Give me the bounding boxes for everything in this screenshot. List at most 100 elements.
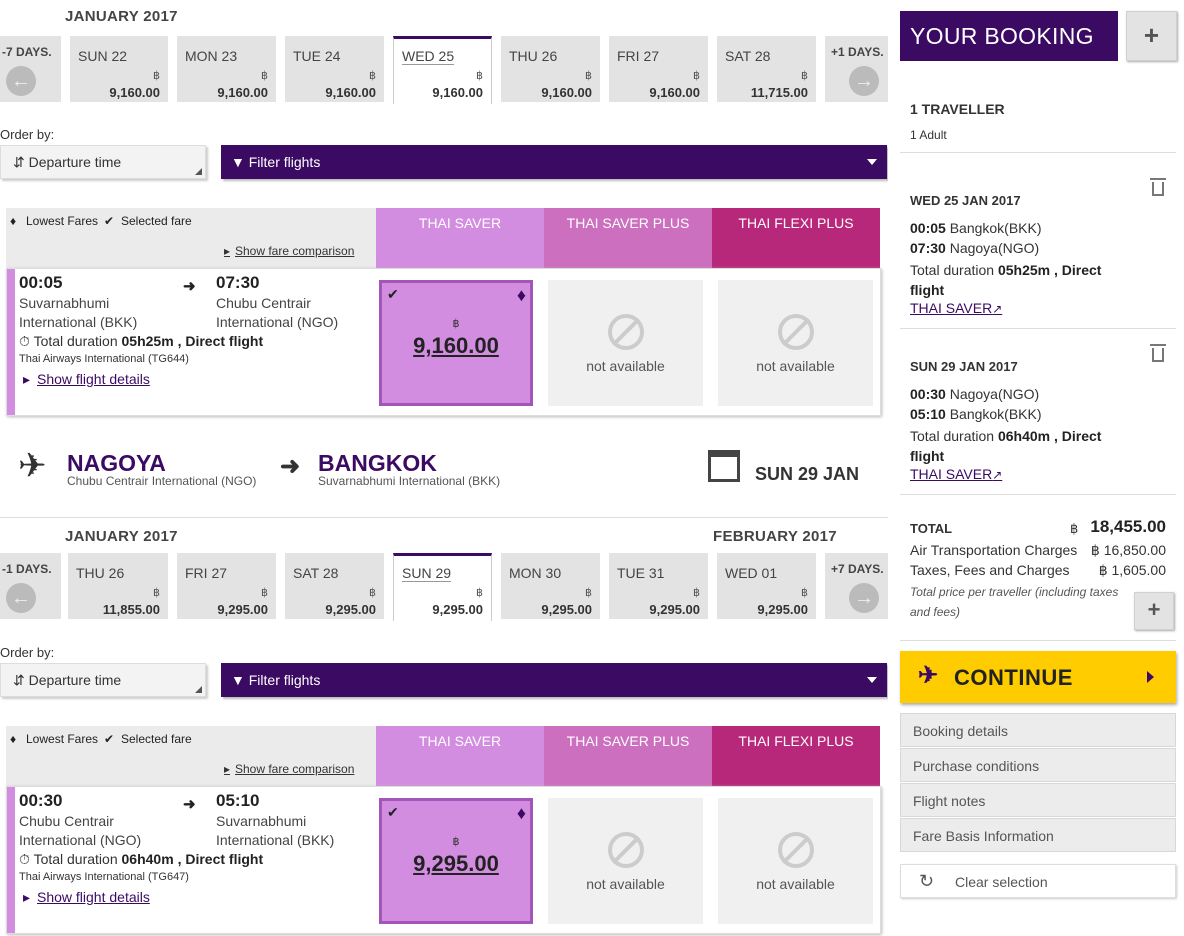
purchase-conditions-button[interactable]: Purchase conditions	[900, 748, 1176, 782]
date-tab-selected[interactable]: SUN 29 ฿ 9,295.00	[393, 553, 492, 621]
date-tab[interactable]: SAT 28 ฿ 9,295.00	[285, 553, 384, 619]
origin-airport: Chubu Centrair International (NGO)	[67, 474, 257, 488]
fare-header-flexi-plus: THAI FLEXI PLUS	[712, 208, 880, 268]
divider	[900, 328, 1176, 329]
prev-days-button[interactable]: -7 DAYS. ←	[0, 36, 61, 102]
refresh-icon: ↻	[919, 871, 935, 891]
departure-time: 00:05	[19, 273, 63, 292]
next-days-button[interactable]: +7 DAYS. →	[825, 553, 888, 619]
date-tab[interactable]: THU 26 ฿ 11,855.00	[68, 553, 168, 619]
fare-header-saver-plus: THAI SAVER PLUS	[544, 208, 712, 268]
caret-right-icon: ▸	[224, 762, 231, 776]
divider	[900, 152, 1176, 153]
date-label: SAT 28	[293, 565, 339, 581]
departure-airport: Suvarnabhumi International (BKK)	[19, 295, 138, 330]
air-charges-label: Air Transportation Charges	[910, 542, 1078, 558]
caret-right-icon: ▸	[23, 371, 31, 387]
filter-flights-button[interactable]: ▼ Filter flights	[221, 663, 887, 697]
destination-airport: Suvarnabhumi International (BKK)	[318, 474, 501, 488]
resize-grip-icon	[195, 168, 202, 175]
date-price: 9,295.00	[649, 602, 700, 617]
divider	[900, 640, 1176, 641]
date-price: 11,855.00	[102, 602, 160, 617]
trash-icon[interactable]	[1150, 178, 1166, 196]
sort-select[interactable]: ⇵ Departure time	[0, 663, 206, 697]
currency-symbol: ฿	[801, 587, 808, 599]
sort-value: Departure time	[28, 672, 122, 688]
show-fare-comparison-link[interactable]: Show fare comparison	[235, 244, 355, 258]
leg-duration: Total duration 05h25m , Direct flight	[910, 262, 1102, 298]
date-tab[interactable]: THU 26 ฿ 9,160.00	[501, 36, 600, 102]
date-label: WED 01	[725, 565, 778, 581]
filter-icon: ▼	[231, 672, 245, 688]
date-strip-outbound: -7 DAYS. ← SUN 22 ฿ 9,160.00 MON 23 ฿ 9,160.…	[0, 36, 888, 104]
arrow-left-icon: ←	[6, 66, 36, 96]
booking-title: YOUR BOOKING	[900, 11, 1118, 61]
date-price: 9,160.00	[649, 85, 700, 100]
currency-symbol: ฿	[153, 70, 160, 82]
price-details-button[interactable]: +	[1134, 592, 1174, 630]
tag-icon: ♦	[516, 803, 526, 823]
filter-flights-button[interactable]: ▼ Filter flights	[221, 145, 887, 179]
show-flight-details-link[interactable]: Show flight details	[37, 371, 150, 387]
fare-link[interactable]: THAI SAVER↗	[910, 466, 1003, 482]
chevron-down-icon	[867, 159, 877, 165]
sort-arrows-icon: ⇵	[13, 154, 25, 170]
continue-button[interactable]: ✈ CONTINUE	[900, 651, 1176, 703]
fare-link[interactable]: THAI SAVER↗	[910, 300, 1003, 316]
date-tab[interactable]: FRI 27 ฿ 9,295.00	[177, 553, 276, 619]
trash-icon[interactable]	[1150, 344, 1166, 362]
airline-name: Thai Airways International (TG647)	[19, 871, 189, 883]
date-tab[interactable]: MON 23 ฿ 9,160.00	[177, 36, 276, 102]
leg-departure: 00:30 Nagoya(NGO)	[910, 386, 1040, 402]
fare-option-unavailable: not available	[718, 280, 873, 406]
flight-card: 00:05 Suvarnabhumi International (BKK) ➜ …	[6, 268, 881, 416]
date-tab[interactable]: TUE 24 ฿ 9,160.00	[285, 36, 384, 102]
arrival-airport: Suvarnabhumi International (BKK)	[216, 813, 335, 848]
external-link-icon: ↗	[992, 468, 1003, 482]
date-tab[interactable]: WED 01 ฿ 9,295.00	[717, 553, 816, 619]
currency-symbol: ฿	[153, 587, 160, 599]
legend-lowest: Lowest Fares	[26, 732, 99, 746]
date-tab[interactable]: TUE 31 ฿ 9,295.00	[609, 553, 708, 619]
date-price: 9,295.00	[757, 602, 808, 617]
leg-arrival: 05:10 Bangkok(BKK)	[910, 406, 1042, 422]
next-days-button[interactable]: +1 DAYS. →	[825, 36, 888, 102]
not-available-label: not available	[586, 876, 665, 892]
tag-icon: ♦	[516, 285, 526, 305]
date-label: SAT 28	[725, 48, 771, 64]
expand-booking-button[interactable]: +	[1126, 11, 1177, 61]
fare-option-selected[interactable]: ✔ ♦ ฿ 9,295.00	[379, 798, 533, 924]
currency-symbol: ฿	[476, 587, 483, 599]
date-label: FRI 27	[185, 565, 228, 581]
date-tab-selected[interactable]: WED 25 ฿ 9,160.00	[393, 36, 492, 104]
date-label: SUN 22	[78, 48, 128, 64]
sort-value: Departure time	[28, 154, 122, 170]
date-price: 9,160.00	[217, 85, 268, 100]
date-tab[interactable]: SAT 28 ฿ 11,715.00	[717, 36, 816, 102]
prev-days-label: -1 DAYS.	[2, 562, 52, 576]
show-flight-details-link[interactable]: Show flight details	[37, 889, 150, 905]
prev-days-button[interactable]: -1 DAYS. ←	[0, 553, 61, 619]
show-fare-comparison-link[interactable]: Show fare comparison	[235, 762, 355, 776]
sort-select[interactable]: ⇵ Departure time	[0, 145, 206, 179]
date-tab[interactable]: MON 30 ฿ 9,295.00	[501, 553, 600, 619]
origin-city: NAGOYA	[67, 450, 166, 476]
clear-selection-button[interactable]: ↻ Clear selection	[900, 864, 1176, 898]
arrival-time: 05:10	[216, 791, 260, 810]
currency-symbol: ฿	[369, 70, 376, 82]
booking-details-button[interactable]: Booking details	[900, 713, 1176, 747]
filter-label: Filter flights	[248, 672, 321, 688]
date-strip-inbound: -1 DAYS. ← THU 26 ฿ 11,855.00 FRI 27 ฿ 9,295…	[0, 553, 888, 621]
chevron-down-icon	[867, 677, 877, 683]
fare-price: 9,295.00	[413, 851, 499, 876]
legend-selected: Selected fare	[121, 214, 192, 228]
fare-option-selected[interactable]: ✔ ♦ ฿ 9,160.00	[379, 280, 533, 406]
date-tab[interactable]: SUN 22 ฿ 9,160.00	[70, 36, 168, 102]
fare-basis-button[interactable]: Fare Basis Information	[900, 818, 1176, 852]
booking-sidebar: YOUR BOOKING + 1 TRAVELLER 1 Adult WED 2…	[900, 0, 1184, 936]
currency-symbol: ฿	[369, 587, 376, 599]
month-label: JANUARY 2017	[65, 8, 178, 25]
flight-notes-button[interactable]: Flight notes	[900, 783, 1176, 817]
date-tab[interactable]: FRI 27 ฿ 9,160.00	[609, 36, 708, 102]
